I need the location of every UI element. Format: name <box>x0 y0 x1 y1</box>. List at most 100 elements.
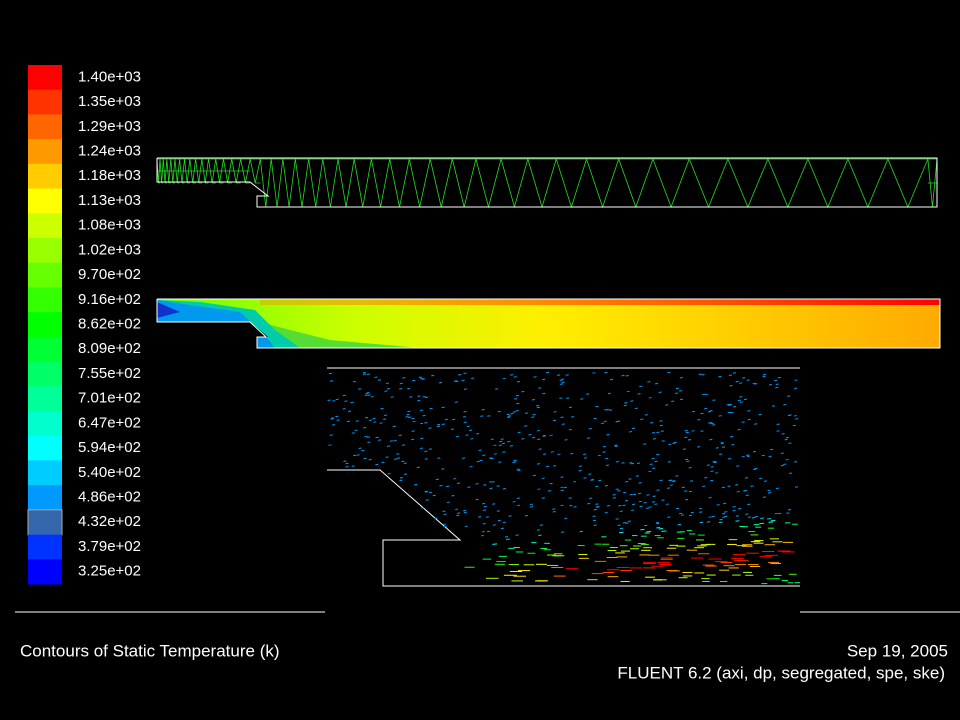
velocity-vector <box>701 373 705 376</box>
velocity-vector <box>329 380 334 382</box>
colorbar-label: 1.24e+03 <box>78 142 141 159</box>
velocity-vector <box>794 486 799 488</box>
velocity-vector <box>778 512 782 515</box>
velocity-vector <box>346 420 351 423</box>
velocity-vector <box>789 472 793 475</box>
colorbar-label: 8.62e+02 <box>78 315 141 332</box>
velocity-vector <box>367 394 371 396</box>
colorbar-label: 7.01e+02 <box>78 390 141 407</box>
velocity-vector <box>515 410 519 412</box>
velocity-vector <box>669 484 673 486</box>
colorbar-swatch <box>28 213 62 239</box>
velocity-vector <box>516 497 520 500</box>
velocity-vector <box>736 465 740 467</box>
velocity-vector <box>392 425 396 428</box>
velocity-vector <box>383 418 387 420</box>
velocity-vector <box>560 486 564 489</box>
mesh-lines <box>156 158 938 209</box>
velocity-vector <box>606 434 610 436</box>
velocity-vector <box>568 497 572 499</box>
velocity-vector <box>351 432 355 434</box>
colorbar-label: 1.02e+03 <box>78 241 141 258</box>
velocity-vector <box>604 512 608 514</box>
velocity-vector <box>686 460 690 462</box>
velocity-vector <box>489 487 493 490</box>
velocity-vector <box>507 415 512 417</box>
colorbar-label: 9.16e+02 <box>78 291 141 308</box>
colorbar-swatch <box>28 312 62 338</box>
velocity-vector <box>702 485 706 488</box>
velocity-vector <box>537 488 541 490</box>
velocity-vector <box>637 393 641 395</box>
velocity-vector <box>681 486 685 489</box>
colorbar-label: 8.09e+02 <box>78 340 141 357</box>
colorbar-swatch <box>28 485 62 511</box>
velocity-vector <box>456 514 460 517</box>
velocity-vector <box>780 452 784 455</box>
velocity-vector <box>437 457 441 459</box>
velocity-vector <box>634 407 638 410</box>
velocity-vector <box>470 438 474 440</box>
velocity-vector <box>617 490 621 492</box>
velocity-vector <box>700 430 704 432</box>
colorbar-label: 5.40e+02 <box>78 464 141 481</box>
velocity-vector <box>328 372 333 375</box>
velocity-vector <box>656 489 660 491</box>
velocity-vector <box>401 460 405 463</box>
velocity-vector <box>506 416 511 418</box>
velocity-vector <box>593 524 597 527</box>
contour-outline <box>156 298 941 349</box>
velocity-vector <box>667 516 671 518</box>
velocity-vector <box>625 480 629 483</box>
velocity-vector <box>481 530 485 533</box>
velocity-vector <box>549 434 553 437</box>
velocity-vector <box>731 443 735 446</box>
velocity-vector <box>542 392 546 395</box>
colorbar-label: 4.86e+02 <box>78 488 141 505</box>
velocity-vector <box>356 454 360 456</box>
velocity-vector <box>593 417 597 420</box>
velocity-vector <box>767 491 772 494</box>
velocity-vector <box>709 438 713 441</box>
velocity-vector <box>442 523 446 526</box>
velocity-vector <box>654 382 659 385</box>
velocity-vector <box>396 453 400 455</box>
velocity-vector <box>672 480 676 483</box>
velocity-vector <box>463 411 467 413</box>
velocity-vector <box>424 458 428 460</box>
velocity-vector <box>396 457 401 459</box>
velocity-vector <box>628 431 633 433</box>
velocity-vector <box>643 502 647 504</box>
velocity-vector <box>656 527 661 529</box>
velocity-vector <box>560 416 564 419</box>
velocity-vector <box>343 460 347 462</box>
velocity-vector <box>675 475 679 477</box>
velocity-vector <box>453 380 458 382</box>
velocity-vector <box>630 462 635 465</box>
velocity-vector <box>698 507 703 510</box>
velocity-vector <box>774 512 778 515</box>
velocity-vector <box>542 434 546 437</box>
velocity-vector <box>389 440 393 442</box>
velocity-vector <box>384 390 388 392</box>
velocity-vector <box>762 373 766 376</box>
velocity-vector <box>723 502 727 505</box>
velocity-vector <box>481 409 485 411</box>
velocity-vector <box>754 423 758 425</box>
velocity-vector <box>509 374 514 376</box>
velocity-vector <box>553 411 557 413</box>
velocity-vector <box>552 419 557 422</box>
colorbar-swatch <box>27 509 63 536</box>
velocity-vector <box>351 465 355 467</box>
velocity-vector <box>361 449 365 452</box>
velocity-vector <box>726 403 730 406</box>
velocity-vector <box>595 505 599 508</box>
velocity-vector <box>531 416 535 418</box>
velocity-vector <box>710 466 714 468</box>
velocity-vector <box>711 515 715 518</box>
velocity-vector <box>375 436 379 439</box>
velocity-vector <box>502 451 506 453</box>
velocity-vector <box>631 427 636 429</box>
velocity-vector <box>538 448 542 450</box>
velocity-vector <box>331 417 335 419</box>
